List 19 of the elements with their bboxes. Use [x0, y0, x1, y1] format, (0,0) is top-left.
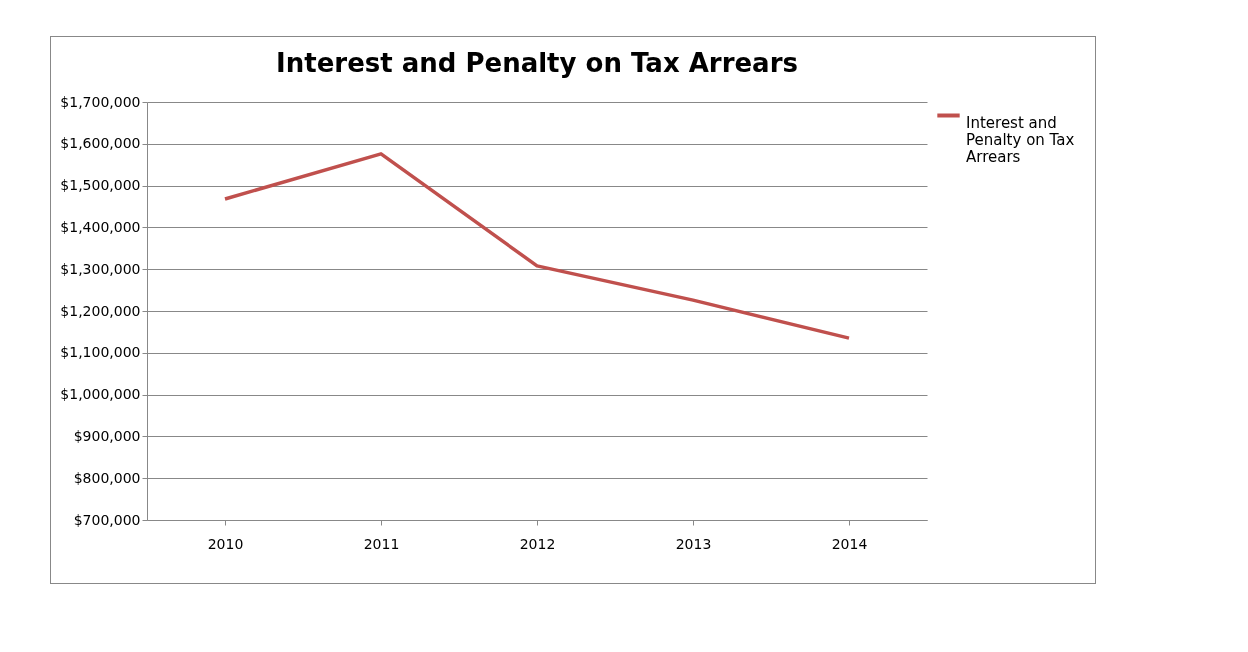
y-tick-label: $900,000	[73, 427, 141, 444]
chart-title: Interest and Penalty on Tax Arrears	[276, 48, 798, 78]
x-tick-label: 2012	[519, 535, 556, 552]
y-tick-label: $1,500,000	[60, 177, 141, 194]
line-series	[223, 152, 851, 340]
x-tick-label: 2013	[675, 535, 712, 552]
y-tick-label: $1,200,000	[60, 302, 141, 319]
y-tick-label: $1,300,000	[60, 260, 141, 277]
x-tick-label: 2010	[207, 535, 244, 552]
y-tick-label: $1,400,000	[60, 218, 141, 235]
x-tick-label: 2011	[363, 535, 400, 552]
y-tick-label: $1,600,000	[60, 135, 141, 152]
y-tick-label: $700,000	[73, 511, 141, 528]
y-tick-label: $1,700,000	[60, 93, 141, 110]
y-tick-label: $1,000,000	[60, 386, 141, 403]
x-tick-label: 2014	[831, 535, 868, 552]
legend-label: Interest and Penalty on Tax Arrears	[966, 113, 1075, 166]
y-tick-label: $1,100,000	[60, 344, 141, 361]
y-tick-label: $800,000	[73, 469, 141, 486]
